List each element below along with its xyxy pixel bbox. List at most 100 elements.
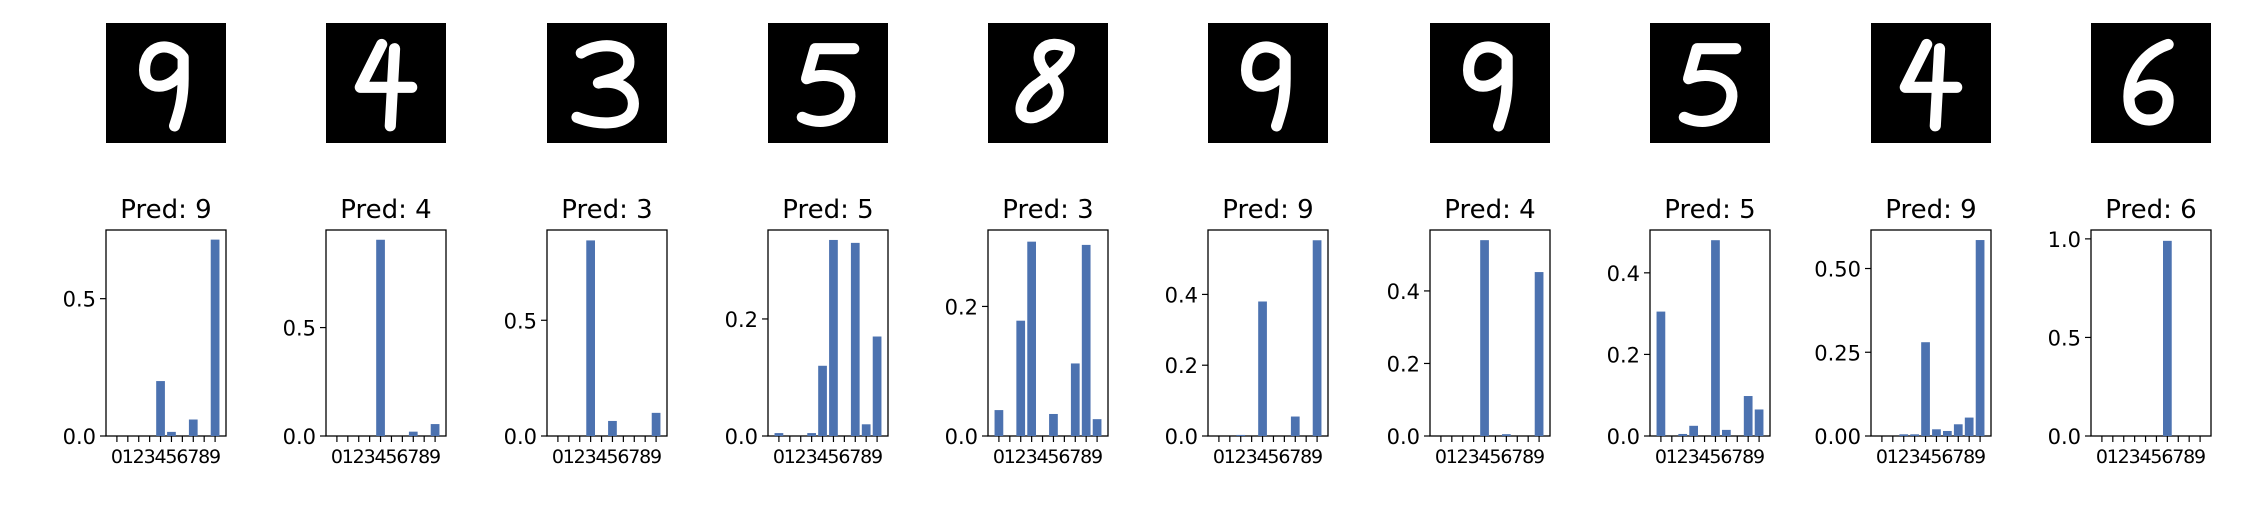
y-tick-label: 0.0 [283,425,316,449]
x-tick-label: 7 [628,446,640,468]
x-tick-label: 0 [331,446,343,468]
x-tick-label: 9 [650,446,662,468]
y-tick-label: 0.0 [945,425,978,449]
y-tick-label: 0.0 [63,425,96,449]
x-tick-label: 6 [1500,446,1512,468]
bar-9 [1754,409,1764,436]
x-tick-label: 6 [1278,446,1290,468]
x-tick-label: 6 [838,446,850,468]
x-tick-label: 3 [585,446,597,468]
x-tick-label: 6 [396,446,408,468]
x-tick-label: 8 [418,446,430,468]
x-tick-label: 3 [1026,446,1038,468]
bar-9 [651,412,661,436]
bar-7 [408,431,418,436]
x-tick-label: 7 [2172,446,2184,468]
bar-3 [807,433,816,436]
bar-9 [1534,272,1544,436]
bar-6 [2163,240,2172,436]
x-tick-label: 2 [1677,446,1689,468]
bar-6 [1943,430,1952,436]
x-tick-label: 9 [429,446,441,468]
digit-image [2091,23,2211,143]
x-tick-label: 3 [1909,446,1921,468]
x-tick-label: 4 [1919,446,1931,468]
digit-image [1871,23,1991,143]
bar-3 [1689,425,1698,436]
x-tick-label: 2 [2118,446,2130,468]
x-tick-label: 5 [606,446,618,468]
bar-9 [210,239,220,436]
digit-image [106,23,226,143]
x-tick-label: 1 [1887,446,1899,468]
bar-0 [774,433,784,436]
x-tick-label: 0 [111,446,123,468]
axes-frame [105,229,227,437]
x-tick-label: 1 [784,446,796,468]
x-tick-label: 1 [1446,446,1458,468]
x-tick-label: 6 [2161,446,2173,468]
x-tick-label: 7 [1952,446,1964,468]
bar-7 [1953,424,1963,436]
x-tick-label: 0 [1655,446,1667,468]
bar-6 [1502,434,1511,436]
x-tick-label: 9 [1533,446,1545,468]
bar-9 [872,336,882,436]
x-tick-label: 5 [1267,446,1279,468]
x-tick-label: 0 [993,446,1005,468]
x-tick-label: 2 [1457,446,1469,468]
x-tick-label: 8 [1080,446,1092,468]
x-tick-label: 9 [1974,446,1986,468]
x-tick-label: 2 [133,446,145,468]
y-tick-label: 0.0 [504,425,537,449]
x-tick-label: 0 [552,446,564,468]
y-tick-label: 1.0 [2048,228,2081,252]
bar-8 [861,424,871,436]
y-tick-label: 0.0 [1387,425,1420,449]
axes-frame [546,229,668,437]
x-tick-label: 2 [1015,446,1027,468]
bar-9 [1312,240,1322,436]
panel-title: Pred: 3 [1002,195,1093,225]
x-tick-label: 3 [806,446,818,468]
bar-9 [1092,419,1102,436]
x-tick-label: 7 [407,446,419,468]
x-tick-label: 6 [617,446,629,468]
x-tick-label: 6 [1941,446,1953,468]
y-tick-label: 0.5 [283,317,316,341]
x-tick-label: 5 [385,446,397,468]
x-tick-label: 5 [1930,446,1942,468]
y-tick-label: 0.4 [1165,283,1198,307]
axes-frame [1207,229,1329,437]
x-tick-label: 7 [1511,446,1523,468]
axes-frame [2090,229,2212,437]
x-tick-label: 1 [122,446,134,468]
x-tick-label: 3 [144,446,156,468]
bar-2 [1236,434,1246,436]
panel-title: Pred: 4 [340,195,431,225]
x-tick-label: 2 [1898,446,1910,468]
bar-6 [1722,429,1731,436]
y-tick-label: 0.0 [1607,425,1640,449]
digit-stroke [1240,41,1291,132]
x-tick-label: 1 [2107,446,2119,468]
panel-title: Pred: 5 [1664,195,1755,225]
digit-image [988,23,1108,143]
axes-frame [1429,229,1551,437]
y-tick-label: 0.4 [1387,280,1420,304]
x-tick-label: 5 [1489,446,1501,468]
x-tick-label: 5 [2150,446,2162,468]
digit-image [1650,23,1770,143]
x-tick-label: 4 [1698,446,1710,468]
digit-stroke [796,43,860,127]
y-tick-label: 0.5 [2048,326,2081,350]
bar-5 [1711,240,1720,436]
bar-2 [1016,320,1026,436]
bar-4 [156,381,165,436]
bar-9 [1975,240,1985,436]
x-tick-label: 7 [187,446,199,468]
